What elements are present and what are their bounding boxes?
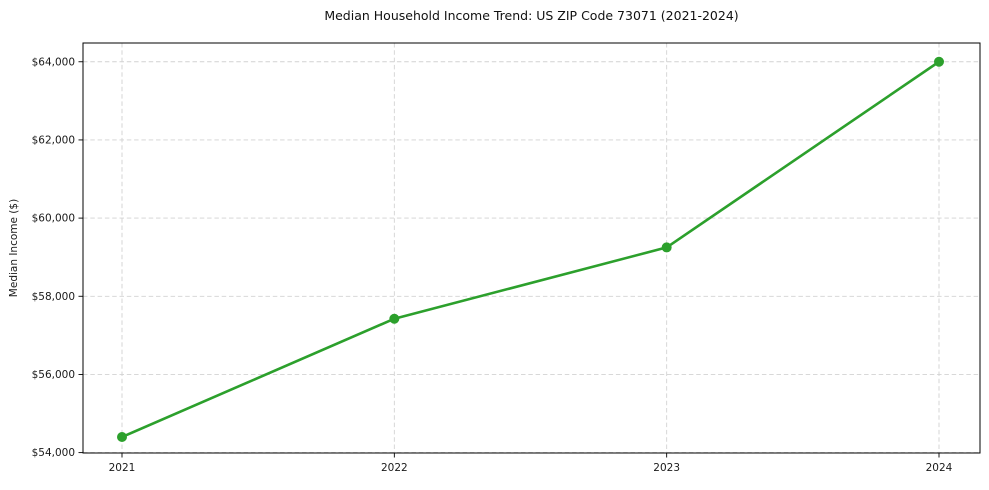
y-tick-label: $54,000 bbox=[32, 447, 75, 459]
y-tick-label: $60,000 bbox=[32, 213, 75, 225]
chart-title: Median Household Income Trend: US ZIP Co… bbox=[324, 8, 739, 23]
x-tick-label: 2021 bbox=[109, 462, 136, 474]
x-tick-label: 2023 bbox=[653, 462, 680, 474]
data-point-marker bbox=[117, 431, 127, 442]
y-tick-label: $56,000 bbox=[32, 369, 75, 381]
y-tick-label: $62,000 bbox=[32, 135, 75, 147]
y-tick-label: $58,000 bbox=[32, 291, 75, 303]
plot-border bbox=[82, 42, 981, 454]
data-point-marker bbox=[389, 313, 400, 324]
x-tick-label: 2024 bbox=[926, 462, 953, 474]
trend-line bbox=[120, 60, 941, 439]
y-tick-label: $64,000 bbox=[32, 56, 75, 68]
data-point-marker bbox=[661, 242, 672, 253]
x-tick-label: 2022 bbox=[381, 462, 408, 474]
data-point-marker bbox=[934, 56, 944, 67]
